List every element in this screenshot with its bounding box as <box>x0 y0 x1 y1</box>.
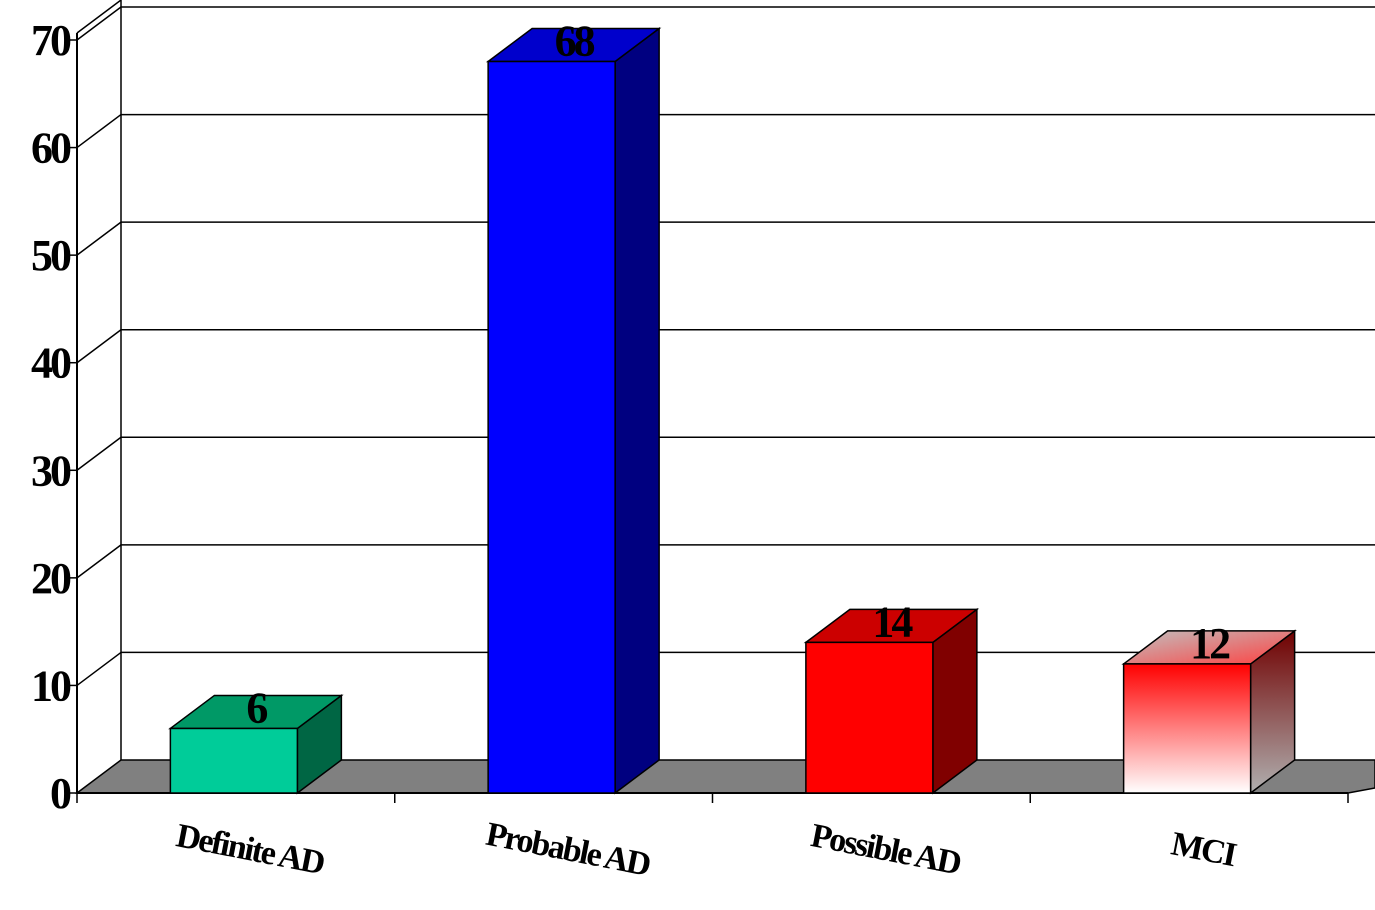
top-wall-edge <box>76 0 122 34</box>
x-category-label-possible-ad: Possible AD <box>808 817 964 882</box>
y-tick-label: 30 <box>31 446 71 495</box>
gridline-diagonal <box>76 329 122 364</box>
y-tick-label: 60 <box>31 124 71 173</box>
gridline-diagonal <box>76 113 122 149</box>
y-tick-label: 40 <box>31 339 71 388</box>
gridline-diagonal <box>76 221 122 256</box>
y-tick-label: 50 <box>31 231 71 280</box>
gridline-diagonal <box>76 544 122 579</box>
bar-front-definite-ad <box>169 727 299 794</box>
bar-front-mci <box>1122 663 1252 794</box>
y-tick-label: 20 <box>31 554 71 603</box>
y-tick-label: 70 <box>31 16 71 65</box>
y-tick-label: 0 <box>50 769 71 818</box>
bar-mci <box>1121 629 1297 795</box>
data-label-probable-ad: 68 <box>555 17 595 66</box>
bar-definite-ad <box>168 693 344 795</box>
bar-probable-ad <box>485 27 662 795</box>
x-category-label-definite-ad: Definite AD <box>173 817 327 882</box>
bar-front-possible-ad <box>805 641 934 794</box>
data-label-possible-ad: 14 <box>872 597 913 646</box>
bar-side-probable-ad <box>614 27 660 795</box>
data-label-definite-ad: 6 <box>246 683 267 732</box>
y-tick-label: 10 <box>31 661 71 710</box>
data-label-mci: 12 <box>1190 619 1230 668</box>
gridline-diagonal <box>76 6 122 41</box>
gridline-diagonal <box>76 436 122 471</box>
bar-possible-ad <box>803 607 980 795</box>
x-category-label-probable-ad: Probable AD <box>483 816 653 884</box>
bar-front-probable-ad <box>487 60 616 794</box>
gridline-diagonal <box>76 651 122 687</box>
bars <box>168 27 1297 795</box>
gridlines <box>76 6 1375 687</box>
x-category-label-mci: MCI <box>1168 825 1239 874</box>
